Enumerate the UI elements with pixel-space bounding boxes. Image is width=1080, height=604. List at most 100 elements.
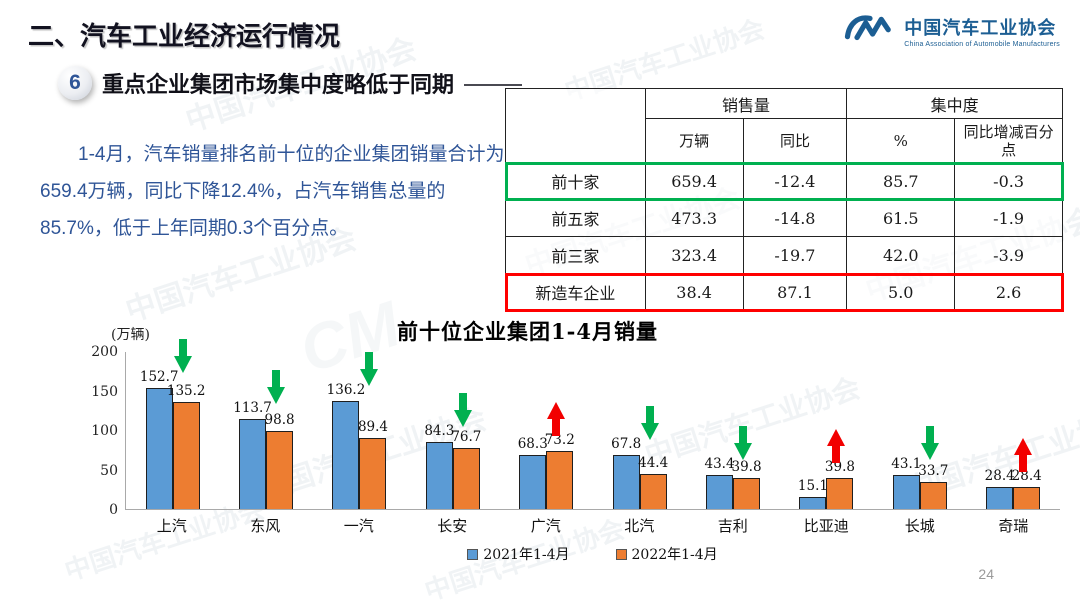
bar-group: 136.2 89.4 bbox=[327, 352, 388, 509]
x-axis-labels: 上汽 东风 一汽 长安 广汽 北汽 吉利 比亚迪 长城 奇瑞 bbox=[125, 515, 1060, 536]
table-cell: 42.0 bbox=[846, 236, 956, 274]
chart-plot: 152.7 135.2 113.7 98.8 136.2 89.4 84.3 76.7 68.3… bbox=[125, 339, 1060, 510]
bar-group: 43.1 33.7 bbox=[891, 352, 949, 509]
table-cell: 323.4 bbox=[644, 236, 744, 274]
bar-value-label: 15.1 bbox=[797, 478, 828, 495]
table-cell: 5.0 bbox=[846, 273, 956, 311]
y-tick-label: 150 bbox=[91, 383, 118, 400]
table-cell: 2.6 bbox=[954, 273, 1063, 311]
bar-group: 28.4 28.4 bbox=[984, 352, 1042, 509]
bar bbox=[1013, 486, 1041, 509]
sales-bar-chart: 前十位企业集团1-4月销量 (万辆) 0 50 100 150 200 152.7 135… bbox=[91, 314, 1070, 596]
trend-down-arrow-icon bbox=[734, 425, 753, 465]
bar bbox=[425, 442, 453, 509]
bar bbox=[359, 438, 387, 509]
section-title: 二、汽车工业经济运行情况 bbox=[28, 21, 341, 51]
row-label: 前三家 bbox=[505, 236, 646, 274]
x-axis-label: 上汽 bbox=[156, 518, 187, 535]
legend-item: 2021年1-4月 bbox=[467, 544, 570, 564]
bar-value-label: 28.4 bbox=[984, 467, 1015, 484]
trend-down-arrow-icon bbox=[453, 393, 472, 432]
bar-value-label: 73.2 bbox=[544, 432, 575, 449]
legend-swatch-icon bbox=[615, 548, 627, 560]
x-axis-label: 广汽 bbox=[530, 518, 561, 535]
legend-label: 2021年1-4月 bbox=[483, 547, 570, 563]
trend-down-arrow-icon bbox=[360, 352, 379, 391]
heading-number-badge: 6 bbox=[58, 66, 92, 100]
table-row: 前三家 323.4 -19.7 42.0 -3.9 bbox=[505, 236, 1063, 274]
bar bbox=[145, 388, 173, 509]
y-tick-label: 100 bbox=[91, 423, 118, 439]
table-row: 新造车企业 38.4 87.1 5.0 2.6 bbox=[504, 272, 1064, 312]
bar-wrap: 84.3 bbox=[424, 423, 454, 509]
x-axis-label: 北汽 bbox=[624, 518, 655, 535]
trend-up-arrow-icon bbox=[827, 428, 846, 468]
bar-group: 15.1 39.8 bbox=[797, 352, 855, 509]
bar bbox=[919, 482, 947, 509]
bar bbox=[332, 401, 360, 509]
bar bbox=[546, 451, 574, 509]
concentration-table: 销售量 集中度 万辆 同比 % 同比增减百分点 前十家 659.4 -12.4 85.… bbox=[504, 88, 1064, 312]
bar-value-label: 136.2 bbox=[326, 382, 366, 399]
x-axis-label: 长城 bbox=[904, 518, 935, 535]
bar-wrap: 68.3 bbox=[518, 436, 548, 509]
bar-group: 152.7 135.2 bbox=[140, 339, 206, 509]
x-axis-label: 一汽 bbox=[343, 518, 374, 535]
legend-item: 2022年1-4月 bbox=[615, 544, 718, 564]
bar-value-label: 43.4 bbox=[704, 455, 735, 472]
bar-value-label: 39.8 bbox=[824, 458, 855, 475]
table-cell: -14.8 bbox=[742, 199, 848, 237]
table-cell: -19.7 bbox=[742, 236, 848, 274]
bar bbox=[826, 477, 854, 509]
table-cell: 38.4 bbox=[644, 273, 744, 311]
table-row: 前五家 473.3 -14.8 61.5 -1.9 bbox=[505, 199, 1063, 237]
table-body: 前十家 659.4 -12.4 85.7 -0.3 前五家 473.3 -14.8 61.5 -1… bbox=[504, 161, 1064, 312]
trend-down-arrow-icon bbox=[173, 339, 192, 378]
bar-group: 113.7 98.8 bbox=[233, 352, 295, 509]
logo-name-cn: 中国汽车工业协会 bbox=[904, 17, 1057, 38]
table-cell: 659.4 bbox=[644, 162, 744, 200]
bar-group: 68.3 73.2 bbox=[517, 352, 575, 509]
bar-wrap: 33.7 bbox=[918, 463, 948, 509]
logo-text: 中国汽车工业协会 China Association of Automobile… bbox=[904, 14, 1060, 48]
bar-value-label: 43.1 bbox=[891, 455, 922, 472]
col-header-yoy-delta: 同比增减百分点 bbox=[954, 118, 1063, 163]
bar-wrap: 76.7 bbox=[451, 429, 481, 509]
logo: 中国汽车工业协会 China Association of Automobile… bbox=[844, 12, 1060, 49]
x-axis-label: 奇瑞 bbox=[998, 518, 1029, 535]
bar-wrap: 98.8 bbox=[265, 412, 295, 509]
bar bbox=[892, 474, 920, 509]
bar-value-label: 84.3 bbox=[424, 423, 455, 440]
trend-down-arrow-icon bbox=[640, 406, 659, 445]
bar-wrap: 39.8 bbox=[732, 459, 762, 509]
col-header-percent: % bbox=[846, 118, 956, 163]
y-axis: 0 50 100 150 200 bbox=[91, 344, 122, 518]
table-cell: -0.3 bbox=[954, 162, 1063, 200]
bar-wrap: 15.1 bbox=[798, 478, 828, 509]
bar-value-label: 68.3 bbox=[517, 436, 548, 453]
chart-title: 前十位企业集团1-4月销量 bbox=[397, 319, 658, 344]
table-cell: 473.3 bbox=[644, 199, 744, 237]
col-header-units: 万辆 bbox=[644, 118, 744, 163]
heading-text: 重点企业集团市场集中度略低于同期 bbox=[102, 72, 455, 97]
bar bbox=[706, 474, 734, 509]
bar-wrap: 73.2 bbox=[545, 432, 575, 509]
chart-legend: 2021年1-4月 2022年1-4月 bbox=[125, 544, 1060, 564]
table-cell: -3.9 bbox=[954, 236, 1063, 274]
table-cell: -12.4 bbox=[742, 162, 848, 200]
bar bbox=[519, 455, 547, 509]
bar bbox=[799, 497, 827, 509]
table-cell: 61.5 bbox=[846, 199, 956, 237]
bar-wrap: 39.8 bbox=[825, 459, 855, 509]
cam-logo-icon bbox=[844, 12, 896, 49]
x-axis-label: 长安 bbox=[437, 518, 468, 535]
summary-paragraph: 1-4月，汽车销量排名前十位的企业集团销量合计为659.4万辆，同比下降12.4… bbox=[40, 144, 505, 239]
bar bbox=[239, 419, 267, 509]
bar-wrap: 136.2 bbox=[327, 382, 365, 509]
bar-value-label: 113.7 bbox=[233, 400, 272, 417]
col-header-yoy: 同比 bbox=[742, 118, 848, 163]
bar-wrap: 67.8 bbox=[611, 436, 641, 509]
y-axis-unit-label: (万辆) bbox=[111, 327, 150, 343]
row-label: 前五家 bbox=[505, 199, 646, 237]
